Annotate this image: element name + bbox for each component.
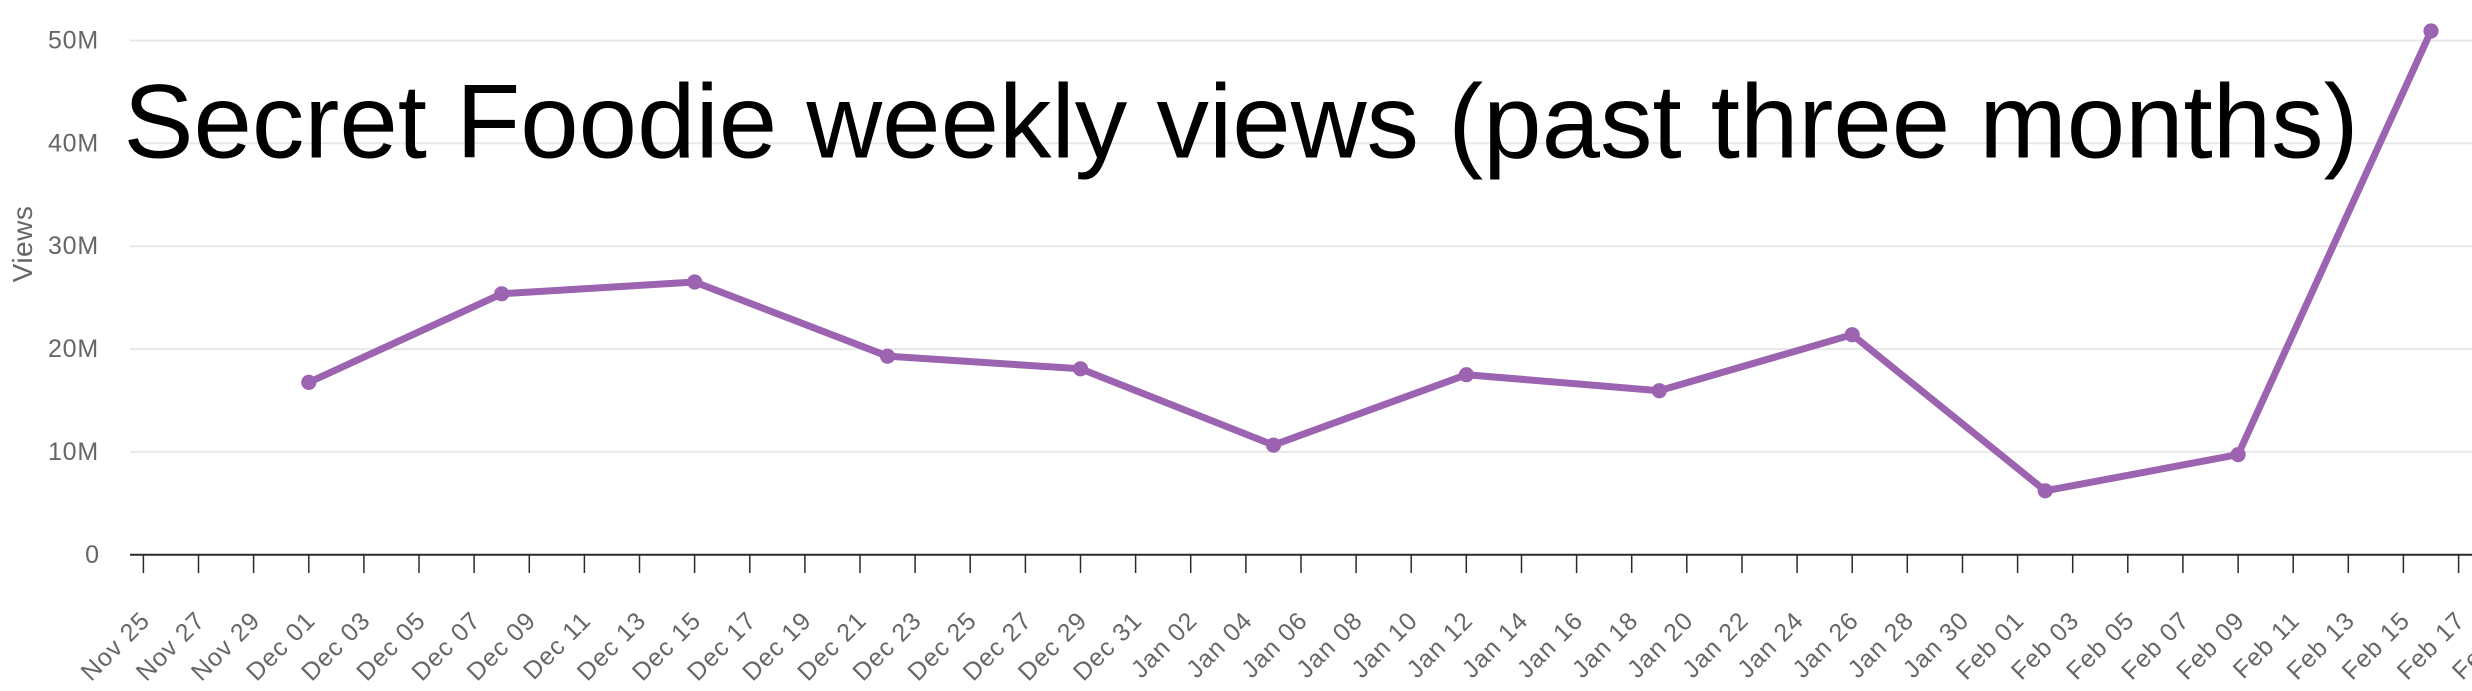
svg-text:0: 0	[85, 541, 99, 569]
svg-text:10M: 10M	[48, 438, 99, 466]
svg-text:20M: 20M	[48, 335, 99, 363]
svg-text:Views: Views	[7, 206, 38, 283]
svg-text:30M: 30M	[48, 232, 99, 260]
svg-text:Secret Foodie weekly views (pa: Secret Foodie weekly views (past three m…	[124, 64, 2359, 181]
svg-text:50M: 50M	[48, 27, 99, 55]
svg-text:40M: 40M	[48, 129, 99, 157]
